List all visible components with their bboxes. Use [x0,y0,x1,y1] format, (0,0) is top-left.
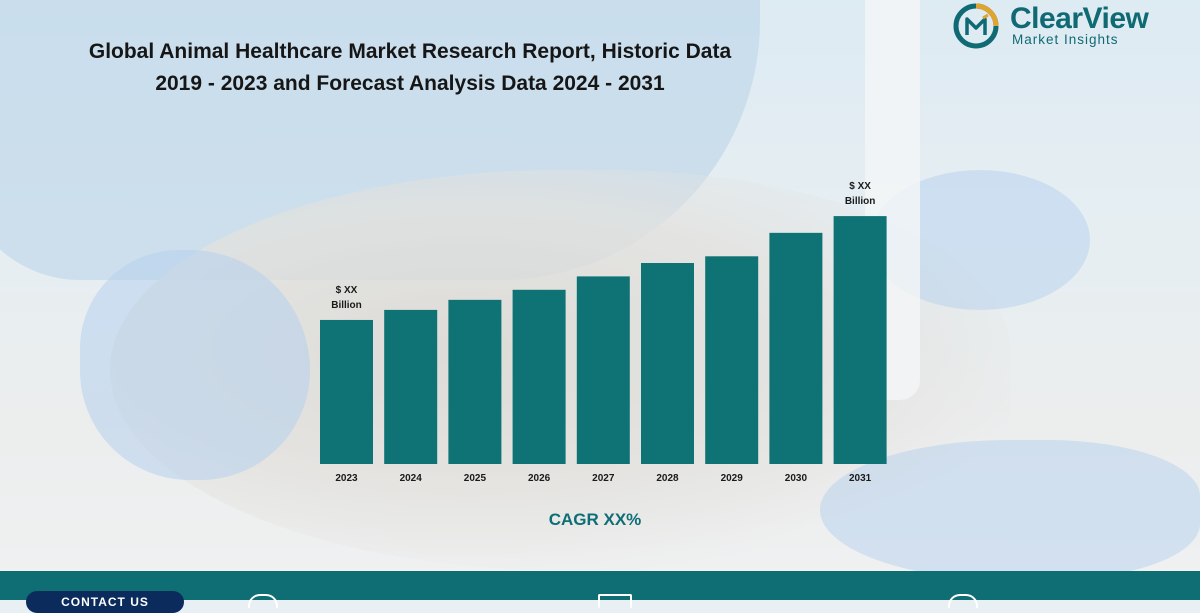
bar-2031 [833,216,887,464]
bar-2026 [512,289,566,464]
x-tick-label-2029: 2029 [721,473,744,484]
x-tick-label-2027: 2027 [592,473,615,484]
x-tick-label-2023: 2023 [335,473,358,484]
bar-2027 [576,276,630,464]
x-tick-label-2028: 2028 [656,473,679,484]
bar-2025 [448,299,502,464]
background-photo [0,0,1200,600]
logo-subtitle: Market Insights [1012,32,1119,47]
data-label-2031-line-2: Billion [845,196,876,207]
contact-us-button[interactable]: CONTACT US [26,591,184,613]
mail-icon [598,594,632,608]
x-tick-label-2025: 2025 [464,473,487,484]
data-label-2023-line-2: Billion [331,300,362,311]
glove-left-shape [80,250,310,480]
x-tick-label-2031: 2031 [849,473,872,484]
x-tick-label-2026: 2026 [528,473,551,484]
bar-2023 [320,319,373,464]
bar-2029 [705,256,759,464]
market-bar-chart: 2023 2024 2025 2026 2027 2028 2029 2030 2031 $ XX… [320,181,887,484]
bar-2024 [384,309,438,464]
logo-icon [953,3,999,49]
cagr-label: CAGR XX% [548,510,642,529]
title-line-2: 2019 - 2023 and Forecast Analysis Data 2… [155,72,665,95]
x-tick-label-2030: 2030 [785,473,808,484]
contact-footer: CONTACT US [0,571,1200,613]
title-line-1: Global Animal Healthcare Market Research… [88,40,732,63]
logo-name: ClearView [1010,2,1149,35]
globe-icon [248,594,278,608]
phone-icon [948,594,978,608]
bar-2030 [769,232,823,464]
bar-2028 [641,263,694,464]
data-label-2023-line-1: $ XX [336,285,358,296]
brand-logo: ClearView Market Insights [952,2,1192,54]
data-label-2031-line-1: $ XX [849,181,871,192]
report-title: Global Animal Healthcare Market Research… [0,36,820,100]
x-tick-label-2024: 2024 [400,473,423,484]
